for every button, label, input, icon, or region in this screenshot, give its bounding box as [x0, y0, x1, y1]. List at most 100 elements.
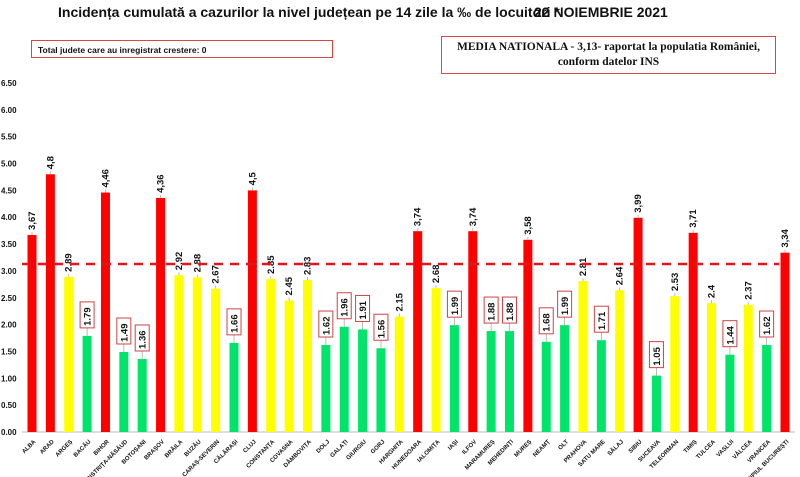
bar-olt: [560, 325, 570, 432]
label-box: [134, 324, 150, 352]
y-tick-label: 5.50: [1, 133, 17, 142]
y-tick-label: 1.50: [1, 347, 17, 356]
bar-harghita: [394, 316, 404, 432]
data-label: 1.99: [560, 297, 571, 316]
category-label: OLT: [558, 439, 571, 452]
category-label: GORJ: [370, 439, 386, 455]
data-label: 4,36: [156, 174, 167, 193]
data-label: 2.64: [615, 266, 626, 285]
data-label: 2.67: [211, 265, 222, 284]
data-label: 1.88: [505, 303, 516, 322]
label-box: [373, 313, 389, 341]
data-label: 2.89: [64, 253, 75, 272]
data-label: 1.91: [358, 300, 369, 319]
data-label: 1.62: [321, 317, 332, 336]
data-label: 4,5: [247, 171, 258, 185]
bar-maramureș: [486, 331, 496, 432]
data-label: 2.53: [670, 273, 681, 292]
y-tick-label: 0.50: [1, 401, 17, 410]
y-tick-label: 6.50: [1, 79, 17, 88]
bar-mureș: [523, 239, 533, 432]
bar-brașov: [156, 197, 166, 432]
data-label: 2.88: [192, 254, 203, 273]
bar-prahova: [578, 281, 588, 432]
bar-hunedoara: [413, 231, 423, 432]
category-label: SIBIU: [628, 439, 644, 455]
bar-gorj: [376, 348, 386, 432]
category-label: MUREȘ: [514, 439, 534, 459]
data-label: 2.15: [394, 292, 405, 311]
category-label: ALBA: [21, 439, 37, 455]
bar-arad: [45, 174, 55, 432]
category-label: ARGEȘ: [55, 439, 74, 458]
category-label: CLUJ: [242, 439, 257, 454]
data-label: 3,58: [523, 216, 534, 235]
data-label: 2.81: [578, 257, 589, 276]
category-label: DOLJ: [316, 439, 332, 455]
category-label: ILFOV: [461, 439, 478, 456]
bar-botoșani: [137, 358, 147, 432]
bar-dâmbovița: [302, 280, 312, 432]
data-label: 4,8: [45, 156, 56, 169]
label-box: [502, 296, 518, 324]
data-label: 1.99: [450, 297, 461, 316]
bar-călărași: [229, 342, 239, 432]
bar-bihor: [100, 192, 110, 432]
data-label: 2.83: [302, 257, 313, 276]
data-label: 1.62: [762, 317, 773, 336]
data-label: 1.88: [487, 303, 498, 322]
data-label: 1.68: [542, 313, 553, 332]
category-label: TIMIȘ: [683, 439, 699, 455]
label-box: [318, 310, 334, 338]
category-label: ARAD: [39, 439, 56, 456]
bar-sibiu: [633, 217, 643, 432]
category-label: BRĂILA: [163, 438, 184, 459]
data-label: 1.36: [138, 330, 149, 349]
y-tick-label: 5.00: [1, 160, 17, 169]
category-label: BACĂU: [72, 438, 92, 458]
data-label: 2.45: [284, 276, 295, 295]
y-tick-label: 4.50: [1, 186, 17, 195]
label-box: [538, 307, 554, 335]
bar-iași: [449, 325, 459, 432]
bar-giurgiu: [358, 329, 368, 432]
data-label: 2.85: [266, 255, 277, 274]
label-box: [355, 294, 371, 322]
data-label: 1.96: [340, 298, 351, 317]
category-label: NEAMȚ: [532, 439, 552, 459]
bar-covasna: [284, 300, 294, 432]
y-tick-label: 2.50: [1, 294, 17, 303]
bar-buzău: [192, 277, 202, 432]
bar-municipiul-bucurești: [780, 252, 790, 432]
data-label: 1.66: [230, 314, 241, 333]
category-label: BRAȘOV: [144, 439, 166, 461]
bar-satu-mare: [596, 340, 606, 432]
y-tick-label: 3.00: [1, 267, 17, 276]
label-box: [648, 341, 664, 369]
bar-tulcea: [707, 303, 717, 432]
bar-ilfov: [468, 231, 478, 432]
data-label: 1.71: [597, 311, 608, 330]
increase-count-note: Total judete care au inregistrat crester…: [31, 40, 333, 58]
category-label: IAȘI: [447, 439, 460, 452]
label-box: [722, 320, 738, 348]
bar-alba: [27, 234, 37, 432]
y-tick-label: 6.00: [1, 106, 17, 115]
label-box: [336, 292, 352, 320]
data-label: 2.68: [431, 265, 442, 284]
category-label: TULCEA: [695, 439, 717, 461]
data-label: 3,99: [633, 194, 644, 213]
bar-vaslui: [725, 354, 735, 432]
data-label: 3,71: [688, 209, 699, 228]
data-label: 1.49: [119, 323, 130, 342]
bar-suceava: [651, 375, 661, 432]
data-label: 1.79: [83, 307, 94, 326]
y-tick-label: 3.50: [1, 240, 17, 249]
label-box: [557, 290, 573, 318]
category-label: GIURGIU: [346, 439, 368, 461]
bar-argeș: [64, 276, 74, 432]
bar-neamț: [541, 341, 551, 432]
national-average-note: MEDIA NATIONALA - 3,13- raportat la popu…: [441, 36, 776, 74]
bar-bistrița-năsăud: [119, 351, 129, 432]
bar-sălaj: [615, 290, 625, 432]
